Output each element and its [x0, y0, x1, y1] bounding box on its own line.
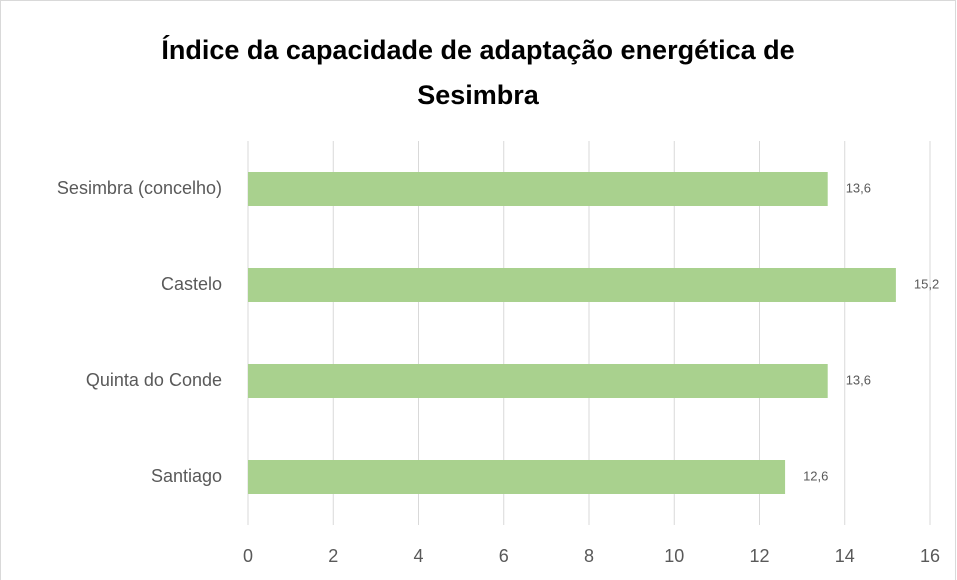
x-tick-label: 14: [835, 546, 855, 566]
x-tick-label: 4: [413, 546, 423, 566]
x-tick-label: 12: [749, 546, 769, 566]
bar: [248, 460, 786, 494]
bar: [248, 172, 828, 206]
x-tick-label: 16: [920, 546, 940, 566]
data-label: 13,6: [846, 372, 871, 387]
chart-title: Índice da capacidade de adaptação energé…: [161, 35, 795, 110]
bar: [248, 364, 828, 398]
x-tick-label: 8: [584, 546, 594, 566]
bar: [248, 268, 896, 302]
x-tick-label: 2: [328, 546, 338, 566]
y-tick-label: Castelo: [161, 274, 222, 294]
x-tick-label: 6: [499, 546, 509, 566]
y-tick-label: Sesimbra (concelho): [57, 178, 222, 198]
data-label: 15,2: [914, 276, 939, 291]
data-label: 12,6: [803, 468, 828, 483]
data-label: 13,6: [846, 180, 871, 195]
x-tick-label: 10: [664, 546, 684, 566]
x-tick-label: 0: [243, 546, 253, 566]
y-tick-label: Quinta do Conde: [86, 370, 222, 390]
y-tick-label: Santiago: [151, 466, 222, 486]
